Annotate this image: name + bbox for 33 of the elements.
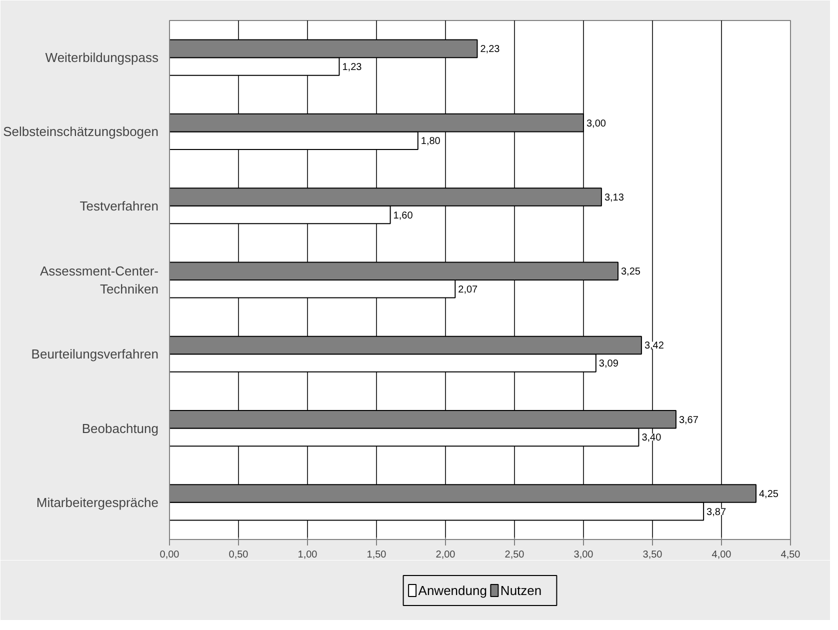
data-label: 3,09 [598, 358, 619, 370]
data-label: 2,07 [458, 284, 478, 296]
y-tick-label: Weiterbildungspass [45, 50, 159, 66]
data-label: 1,80 [420, 136, 441, 148]
y-tick-label: Beurteilungsverfahren [31, 346, 159, 362]
data-label: 4,25 [759, 489, 779, 500]
data-label: 3,67 [678, 414, 699, 426]
data-label: 3,00 [586, 118, 606, 130]
legend-label: Anwendung [418, 583, 487, 598]
y-tick-label: Mitarbeitergespräche [36, 494, 159, 510]
data-label: 3,40 [642, 432, 662, 444]
data-label: 3,87 [706, 506, 726, 518]
x-tick-label: 3,00 [574, 550, 594, 560]
data-label: 2,23 [480, 44, 500, 56]
x-tick-label: 1,00 [298, 550, 318, 560]
x-tick-label: 3,50 [642, 550, 663, 560]
data-label: 1,60 [393, 210, 414, 222]
x-tick-label: 2,50 [504, 550, 525, 560]
x-tick-label: 1,50 [366, 550, 387, 560]
data-label: 1,23 [342, 62, 362, 73]
y-tick-label: Beobachtung [82, 420, 158, 436]
data-label: 3,42 [644, 340, 664, 352]
y-tick-label: Assessment-Center-Techniken [40, 264, 159, 296]
x-tick-label: 4,50 [780, 550, 801, 560]
data-label: 3,13 [604, 192, 624, 204]
y-tick-label: Selbsteinschätzungsbogen [3, 124, 158, 140]
x-tick-label: 4,00 [712, 550, 732, 560]
x-tick-label: 2,00 [436, 550, 456, 560]
y-tick-label: Testverfahren [80, 198, 159, 214]
x-tick-label: 0,00 [160, 550, 180, 560]
legend-label: Nutzen [500, 583, 542, 598]
x-tick-label: 0,50 [228, 550, 249, 560]
data-label: 3,25 [621, 266, 641, 278]
